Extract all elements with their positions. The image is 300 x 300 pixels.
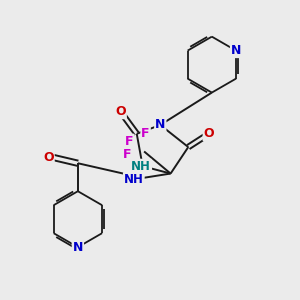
Text: NH: NH (131, 160, 151, 173)
Text: N: N (231, 44, 241, 57)
Text: N: N (155, 118, 166, 131)
Text: N: N (73, 241, 83, 254)
Text: F: F (125, 135, 134, 148)
Text: F: F (141, 127, 150, 140)
Text: O: O (115, 105, 126, 118)
Text: F: F (123, 148, 131, 161)
Text: NH: NH (124, 173, 144, 186)
Text: O: O (43, 151, 54, 164)
Text: O: O (204, 127, 214, 140)
